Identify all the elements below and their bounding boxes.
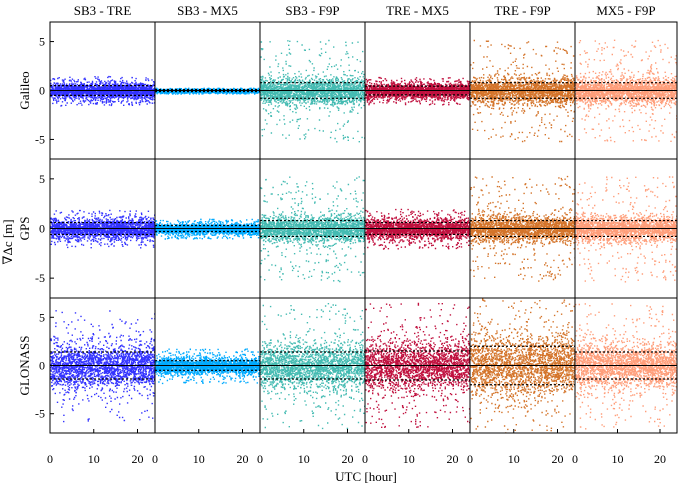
panel [364,297,471,434]
scatter-points [155,218,260,240]
scatter-points [575,176,677,283]
scatter-points [470,298,575,433]
x-tick-label: 0 [362,452,368,466]
x-tick-label: 0 [152,452,158,466]
x-tick-label: 10 [88,452,100,466]
panel [574,297,678,434]
row-label: GLONASS [17,336,32,396]
x-tick-label: 10 [612,452,624,466]
scatter-points [155,348,260,385]
x-axis-label: UTC [hour] [335,469,397,484]
panel [364,21,471,160]
x-tick-labels: 0 10 20 0 10 20 0 10 20 0 10 20 0 10 20 0 10 20 [47,452,666,466]
data-points [50,209,155,249]
data-points [155,348,260,385]
x-tick-label: 20 [552,452,564,466]
x-tick-label: 20 [342,452,354,466]
x-tick-label: 20 [654,452,666,466]
x-tick-label: 10 [298,452,310,466]
y-tick-label: 5 [39,35,45,49]
x-tick-label: 0 [572,452,578,466]
row-label: GPS [17,217,32,241]
x-tick-label: 10 [193,452,205,466]
scatter-points [260,303,365,430]
scatter-points [365,208,470,250]
data-points [260,176,365,283]
row-label: Galileo [17,71,32,109]
panel [574,158,678,299]
panel [154,21,261,160]
data-points [575,176,677,283]
y-tick-labels: -5 0 5 -5 0 5 -5 0 5 [35,35,45,421]
x-tick-label: 20 [237,452,249,466]
scatter-points [50,75,155,107]
scatter-points [365,76,470,106]
y-tick-label: -5 [35,132,45,146]
data-points [260,303,365,430]
panel [469,21,576,160]
x-tick-label: 0 [47,452,53,466]
scatter-points [260,39,365,143]
panel [364,158,471,299]
panel-frame [574,297,678,434]
panel [259,297,366,434]
column-title: TRE - MX5 [386,3,449,18]
scatter-points [575,303,677,430]
x-tick-label: 20 [447,452,459,466]
panel [154,297,261,434]
scatter-points [260,176,365,283]
x-tick-label: 20 [132,452,144,466]
panel [469,158,576,299]
data-points [365,208,470,250]
column-title: SB3 - MX5 [177,3,238,18]
y-tick-label: 0 [39,222,45,236]
y-tick-label: -5 [35,271,45,285]
column-title: MX5 - F9P [596,3,655,18]
column-title: SB3 - F9P [285,3,339,18]
data-points [50,75,155,107]
panel [259,21,366,160]
x-tick-label: 0 [467,452,473,466]
panel [49,297,156,434]
data-points [470,298,575,433]
column-titles: SB3 - TRE SB3 - MX5 SB3 - F9P TRE - MX5 TRE … [74,3,656,18]
y-tick-label: -5 [35,407,45,421]
column-title: SB3 - TRE [74,3,132,18]
panel [574,21,678,160]
column-title: TRE - F9P [494,3,550,18]
x-tick-label: 10 [403,452,415,466]
y-tick-label: 5 [39,172,45,186]
y-tick-label: 0 [39,84,45,98]
data-points [365,302,470,428]
y-tick-label: 5 [39,310,45,324]
panel [469,297,576,434]
data-points [50,310,155,423]
x-tick-label: 0 [257,452,263,466]
data-points [155,218,260,240]
scatter-points [50,310,155,423]
row-labels: Galileo GPS GLONASS [17,71,32,395]
data-points [575,303,677,430]
panel [154,158,261,299]
scatter-points [50,209,155,249]
x-tick-label: 10 [508,452,520,466]
panel [49,158,156,299]
y-axis-label: ∇Δc [m] [0,219,15,264]
data-points [260,39,365,143]
panels [49,21,678,434]
panel [49,21,156,160]
scatter-points [365,302,470,428]
data-points [365,76,470,106]
y-tick-label: 0 [39,359,45,373]
panel [259,158,366,299]
